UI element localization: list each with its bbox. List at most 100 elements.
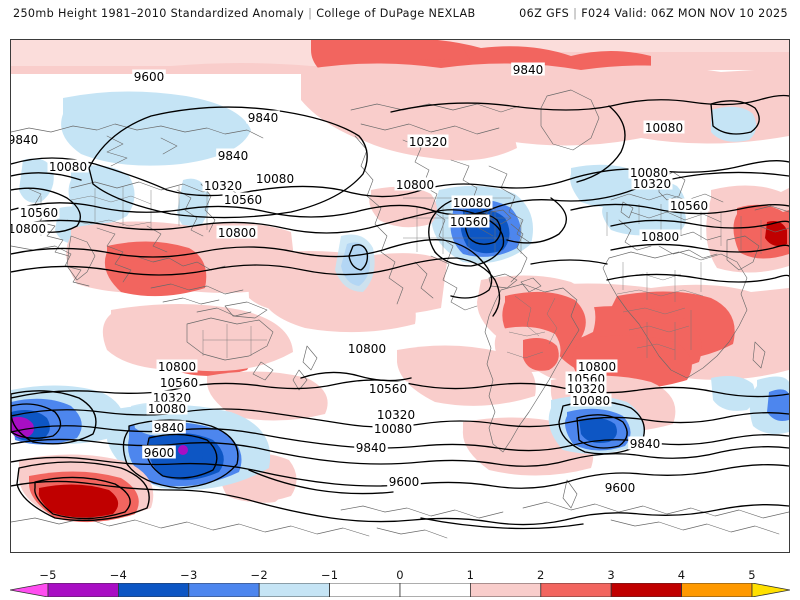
- contour-label: 10320: [633, 177, 671, 191]
- contour-label-halo: [156, 359, 198, 373]
- title-right-group: 06Z GFS | F024 Valid: 06Z MON NOV 10 2025: [519, 7, 788, 20]
- contour-label: 10320: [409, 135, 447, 149]
- contour-label: 9840: [154, 421, 185, 435]
- contour-label-halo: [152, 420, 186, 434]
- colorbar-segment[interactable]: [118, 583, 190, 597]
- contour-label-halo: [367, 381, 409, 395]
- contour-label-halo: [565, 381, 607, 395]
- contour-label-layer: 9600984098409840984010080100801008010320…: [11, 62, 710, 495]
- contour-label-halo: [603, 480, 637, 494]
- colorbar-segment[interactable]: [469, 583, 542, 597]
- contour-label-halo: [631, 176, 673, 190]
- contour-label-halo: [246, 110, 280, 124]
- contour-label-halo: [375, 407, 417, 421]
- colorbar-tick-label: 1: [466, 568, 475, 582]
- contour-label: 10800: [396, 178, 434, 192]
- title-bar: 250mb Height 1981–2010 Standardized Anom…: [0, 0, 800, 32]
- contour-label: 10320: [567, 382, 605, 396]
- contour-label: 10080: [572, 394, 610, 408]
- contour-label: 10800: [218, 226, 256, 240]
- contour-label: 10560: [20, 206, 58, 220]
- colorbar-tick-label: −2: [250, 568, 268, 582]
- colorbar-tick-label: −3: [180, 568, 198, 582]
- contour-label-halo: [565, 371, 607, 385]
- contour-label: 10080: [148, 402, 186, 416]
- colorbar-over-arrow: [751, 583, 790, 597]
- contour-label-halo: [448, 214, 490, 228]
- contour-label: 9840: [513, 63, 544, 77]
- contour-label: 9600: [605, 481, 636, 495]
- colorbar-segment[interactable]: [188, 583, 260, 597]
- contour-label: 10800: [158, 360, 196, 374]
- contour-label-halo: [639, 229, 681, 243]
- contour-label: 10080: [256, 172, 294, 186]
- contour-label: 9600: [389, 475, 420, 489]
- colorbar-segment[interactable]: [47, 583, 119, 597]
- contour-label: 10800: [11, 222, 46, 236]
- colorbar-tick-label: 4: [677, 568, 686, 582]
- contour-label: 10560: [369, 382, 407, 396]
- contour-label-halo: [146, 401, 188, 415]
- contour-label: 10560: [450, 215, 488, 229]
- colorbar-tick-label: −1: [320, 568, 339, 582]
- contour-label-halo: [254, 171, 296, 185]
- map-plot-area: 9600984098409840984010080100801008010320…: [10, 39, 790, 553]
- contour-label: 10560: [160, 376, 198, 390]
- colorbar-tick-label: 3: [607, 568, 615, 582]
- contour-label: 10080: [630, 166, 668, 180]
- contour-label: 10080: [374, 422, 412, 436]
- contour-label: 10800: [641, 230, 679, 244]
- contour-label: 10320: [377, 408, 415, 422]
- contour-label: 9840: [218, 149, 249, 163]
- contour-label-halo: [387, 474, 421, 488]
- colorbar-tick-label: 5: [748, 568, 756, 582]
- contour-label-halo: [354, 440, 388, 454]
- colorbar-tick-label: 2: [536, 568, 545, 582]
- contour-label: 10560: [224, 193, 262, 207]
- contour-label-halo: [151, 390, 193, 404]
- contour-label-halo: [346, 341, 388, 355]
- contour-label: 10080: [453, 196, 491, 210]
- contour-label: 9840: [356, 441, 387, 455]
- contour-label-halo: [394, 177, 436, 191]
- colorbar-segment[interactable]: [610, 583, 683, 597]
- contour-label: 9840: [248, 111, 279, 125]
- colorbar-segment[interactable]: [681, 583, 753, 597]
- contour-label-halo: [202, 178, 244, 192]
- colorbar-tick-label: 0: [396, 568, 404, 582]
- colorbar-tick-label: −5: [39, 568, 57, 582]
- contour-label: 10320: [204, 179, 242, 193]
- valid-time-label: F024 Valid: 06Z MON NOV 10 2025: [581, 7, 788, 20]
- colorbar-segment[interactable]: [399, 583, 471, 597]
- colorbar[interactable]: [10, 583, 790, 597]
- title-separator-1: |: [308, 7, 313, 20]
- contour-label-halo: [11, 132, 40, 146]
- data-source-label: College of DuPage NEXLAB: [316, 7, 476, 20]
- colorbar-tick-label: −4: [109, 568, 128, 582]
- contour-label-halo: [628, 165, 670, 179]
- colorbar-segment[interactable]: [258, 583, 330, 597]
- colorbar-segment[interactable]: [329, 583, 401, 597]
- contour-label-halo: [11, 221, 48, 235]
- model-run-label: 06Z GFS: [519, 7, 570, 20]
- page-title: 250mb Height 1981–2010 Standardized Anom…: [13, 7, 305, 20]
- colorbar-under-arrow: [10, 583, 49, 597]
- contour-label-halo: [570, 393, 612, 407]
- map-canvas: 9600984098409840984010080100801008010320…: [11, 40, 789, 552]
- contour-label-halo: [511, 62, 545, 76]
- contour-label: 10800: [578, 360, 616, 374]
- contour-label-halo: [451, 195, 493, 209]
- contour-label-halo: [216, 148, 250, 162]
- contour-label: 10080: [645, 121, 683, 135]
- contour-label: 9600: [144, 446, 175, 460]
- contour-label: 10800: [348, 342, 386, 356]
- contour-label-halo: [47, 159, 89, 173]
- contour-label-halo: [628, 436, 662, 450]
- contour-label-halo: [132, 69, 166, 83]
- title-left-group: 250mb Height 1981–2010 Standardized Anom…: [13, 7, 476, 20]
- title-separator-2: |: [573, 7, 578, 20]
- contour-label: 10560: [670, 199, 708, 213]
- colorbar-segment[interactable]: [540, 583, 612, 597]
- contour-label-halo: [668, 198, 710, 212]
